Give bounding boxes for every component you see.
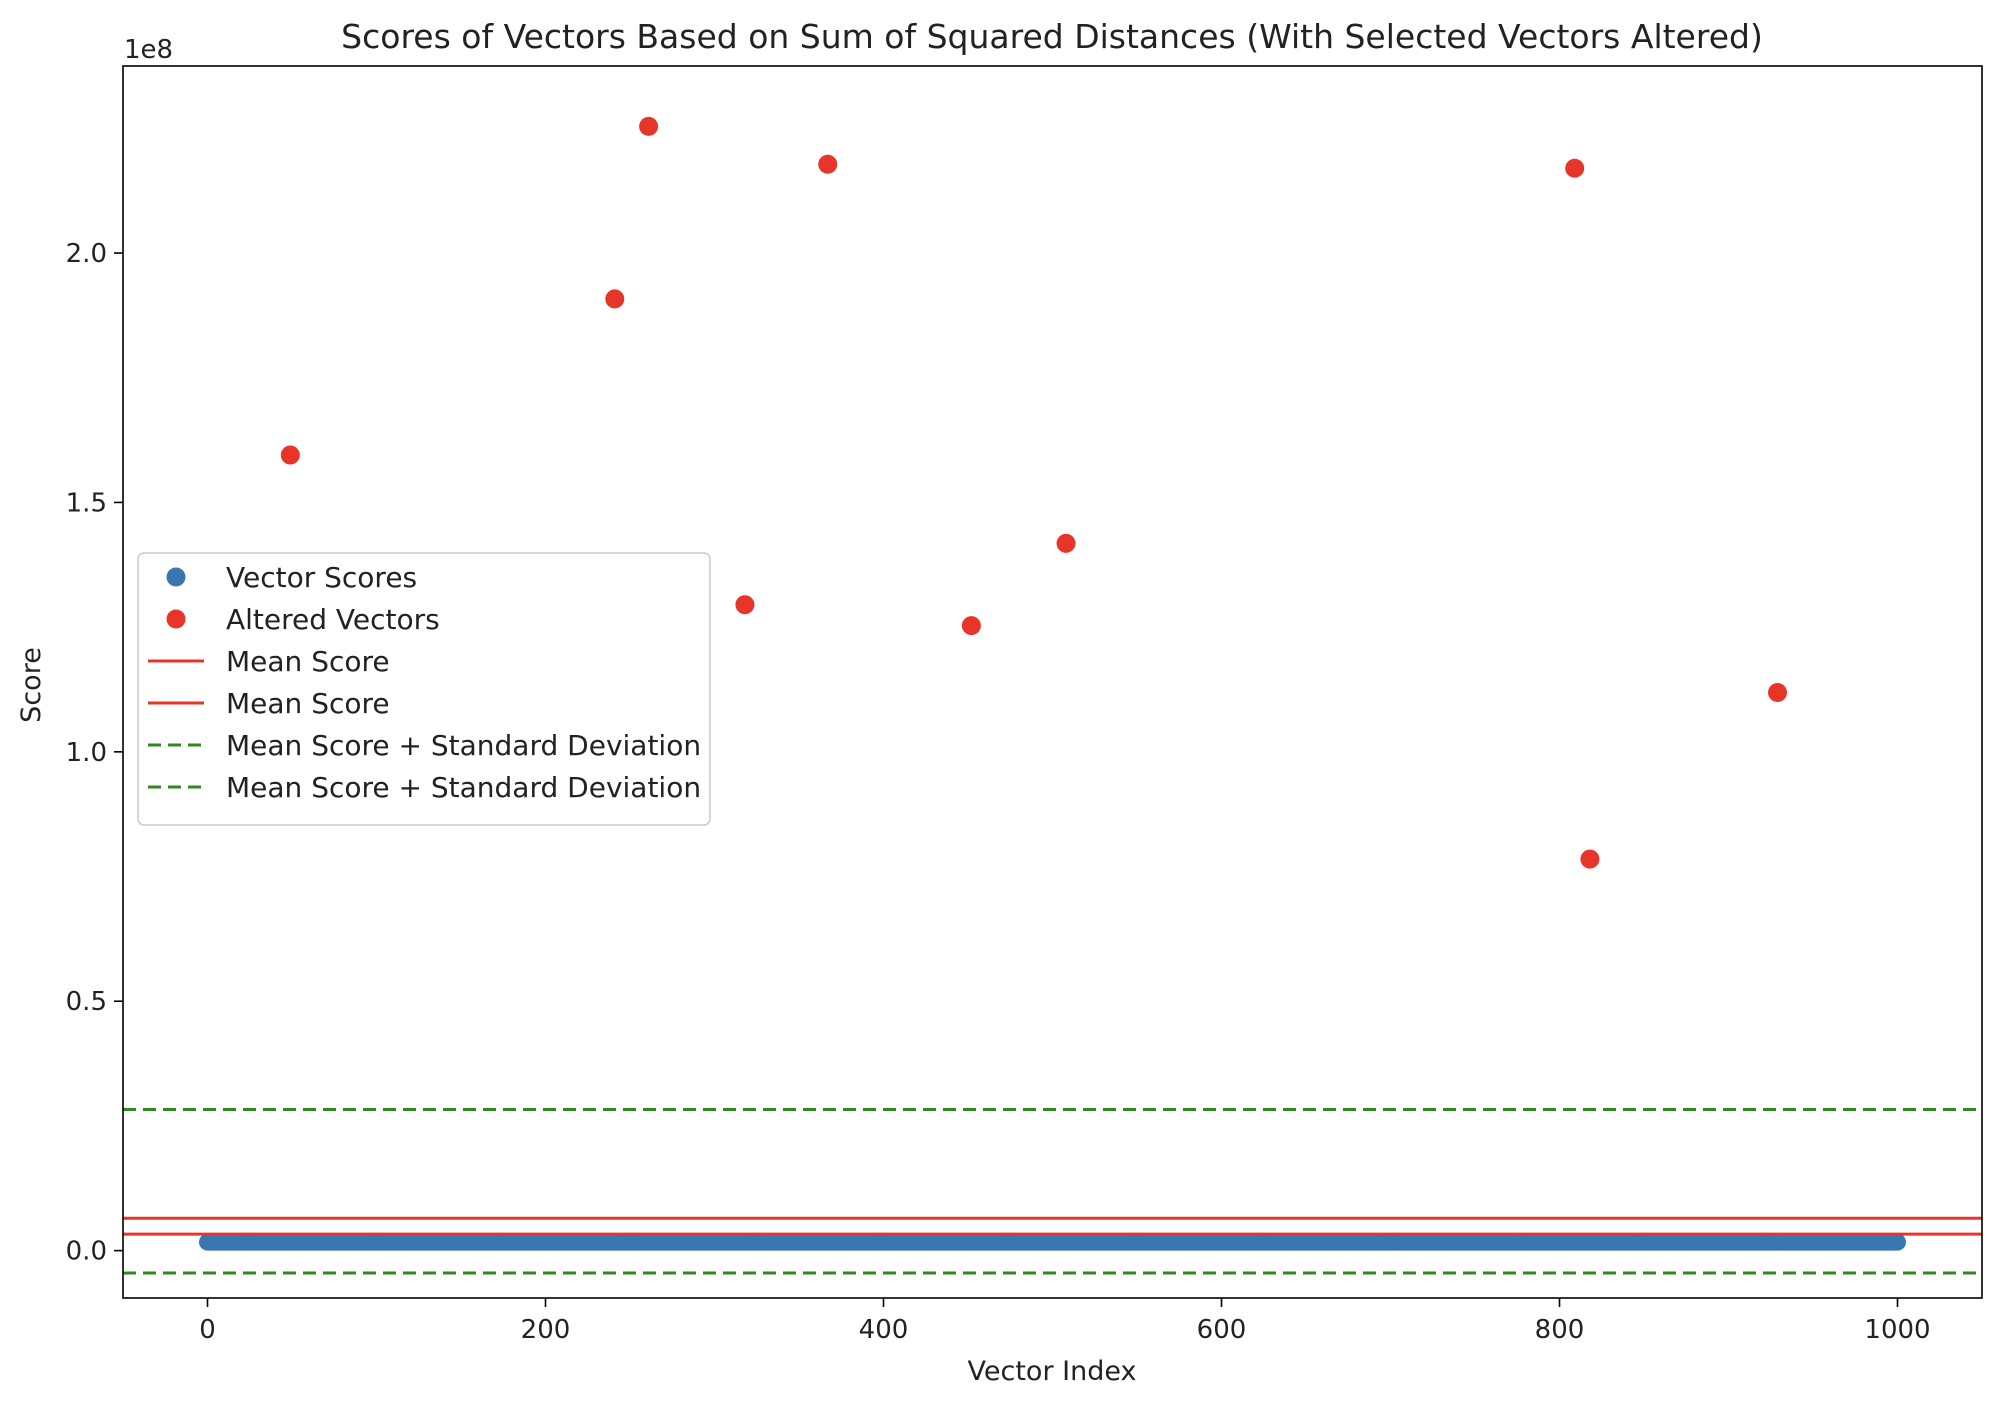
legend-label: Altered Vectors (226, 603, 440, 636)
axes: 0 200 400 600 800 1000 0.0 0.5 1.0 1.5 2.0 (66, 65, 1983, 1345)
y-tick-label: 2.0 (66, 239, 107, 269)
altered-vector-point (1580, 849, 1600, 869)
legend-marker (166, 609, 186, 629)
vector-score-point (1889, 1233, 1906, 1251)
altered-vector-point (818, 154, 838, 174)
legend-box (137, 552, 711, 826)
x-tick-label: 0 (199, 1315, 216, 1345)
plot-inner (123, 116, 1982, 1275)
altered-vector-point (1056, 533, 1076, 553)
y-axis-label: Score (16, 647, 47, 723)
altered-vector-point (605, 289, 625, 309)
x-tick-label: 400 (859, 1315, 909, 1345)
y-axis-offset-label: 1e8 (124, 35, 173, 65)
plot-frame (122, 65, 1983, 1299)
legend-label: Mean Score (226, 687, 390, 720)
y-tick-label: 0.5 (66, 987, 107, 1017)
y-tick-label: 1.5 (66, 488, 107, 518)
plot-area (123, 116, 1982, 1275)
legend: Vector Scores Altered Vectors Mean Score Me… (137, 552, 711, 826)
y-tick-label: 1.0 (66, 738, 107, 768)
altered-vector-point (1768, 682, 1788, 702)
altered-vector-point (1565, 158, 1585, 178)
legend-label: Mean Score + Standard Deviation (226, 771, 701, 804)
legend-marker (166, 567, 186, 587)
x-tick-label: 800 (1535, 1315, 1585, 1345)
altered-vector-point (280, 445, 300, 465)
x-tick-label: 600 (1197, 1315, 1247, 1345)
vector-scores-series (199, 1233, 1906, 1251)
altered-vector-point (735, 595, 755, 615)
x-tick-label: 200 (521, 1315, 571, 1345)
altered-vector-point (639, 116, 659, 136)
x-axis-label: Vector Index (968, 1356, 1137, 1387)
legend-label: Mean Score (226, 645, 390, 678)
legend-label: Mean Score + Standard Deviation (226, 729, 701, 762)
y-tick-label: 0.0 (66, 1237, 107, 1267)
x-tick-label: 1000 (1864, 1315, 1930, 1345)
altered-vector-point (961, 616, 981, 636)
chart-title: Scores of Vectors Based on Sum of Square… (341, 17, 1763, 56)
legend-label: Vector Scores (226, 561, 417, 594)
